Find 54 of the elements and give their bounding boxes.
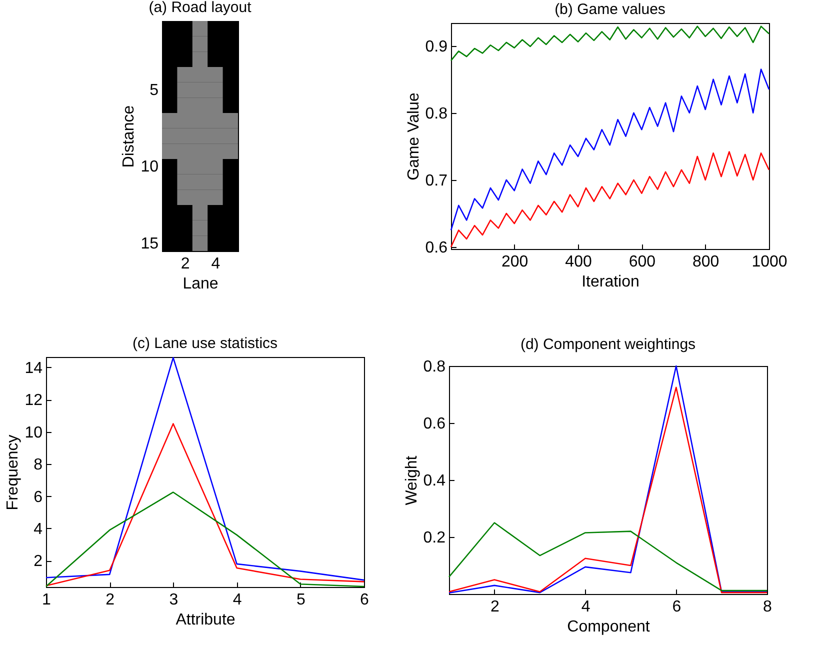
chart-title: (b) Game values — [554, 1, 666, 18]
y-tick-label: 0.2 — [423, 530, 446, 546]
y-tick-label: 6 — [34, 488, 43, 506]
x-tick-label: 5 — [296, 592, 306, 608]
line-series — [45, 492, 365, 588]
chart-title: (a) Road layout — [148, 0, 252, 16]
x-tick-label: 800 — [692, 254, 720, 270]
chart-title: (d) Component weightings — [520, 336, 696, 353]
y-tick-label: 12 — [24, 392, 43, 410]
y-axis-title: Game Value — [405, 92, 422, 180]
y-tick-label: 10 — [24, 424, 43, 442]
x-tick-label: 1 — [42, 592, 52, 608]
line-series — [45, 423, 365, 586]
line-series — [450, 68, 770, 231]
y-tick-label: 0.4 — [423, 472, 446, 490]
x-tick-label: 4 — [211, 256, 220, 272]
y-tick-label: 0.6 — [423, 416, 446, 432]
x-axis-title: Attribute — [176, 612, 236, 628]
x-tick-label: 400 — [565, 254, 592, 270]
y-tick-label: 0.9 — [425, 38, 448, 56]
y-tick-label: 0.6 — [425, 239, 448, 256]
y-axis-title: Frequency — [4, 434, 22, 510]
x-tick-label: 1000 — [752, 254, 788, 270]
y-tick-label: 0.8 — [423, 358, 446, 376]
x-tick-label: 8 — [763, 598, 772, 616]
y-axis-title: Weight — [403, 455, 420, 506]
x-tick-label: 2 — [106, 592, 115, 608]
line-series — [450, 151, 770, 248]
y-tick-label: 0.8 — [425, 105, 448, 122]
x-tick-label: 200 — [501, 254, 528, 270]
line-series — [45, 356, 365, 581]
x-tick-label: 4 — [581, 598, 590, 616]
y-tick-label: 15 — [140, 235, 159, 252]
x-tick-label: 600 — [628, 254, 656, 270]
y-tick-label: 2 — [34, 553, 43, 570]
y-tick-label: 10 — [140, 158, 159, 176]
line-series — [450, 26, 770, 62]
x-tick-label: 3 — [169, 592, 178, 608]
x-tick-label: 4 — [232, 592, 242, 608]
y-tick-label: 8 — [34, 456, 43, 474]
x-axis-title: Iteration — [582, 274, 640, 290]
x-tick-label: 2 — [180, 256, 190, 272]
x-tick-label: 6 — [360, 592, 370, 608]
y-tick-label: 4 — [34, 520, 43, 538]
chart-title: (c) Lane use statistics — [132, 334, 278, 352]
x-axis-title: Component — [567, 618, 650, 636]
y-tick-label: 14 — [24, 360, 43, 377]
y-tick-label: 0.7 — [425, 172, 448, 190]
y-axis-title: Distance — [120, 105, 138, 168]
x-axis-title: Lane — [182, 276, 218, 292]
y-tick-label: 5 — [150, 82, 159, 99]
line-series — [448, 522, 768, 592]
x-tick-label: 2 — [490, 598, 500, 616]
x-tick-label: 6 — [672, 598, 682, 616]
